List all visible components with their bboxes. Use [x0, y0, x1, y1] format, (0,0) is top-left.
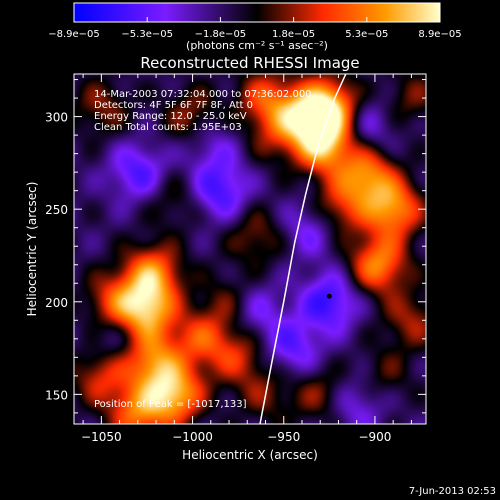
y-tick-label: 250 — [45, 203, 68, 217]
x-tick-label: −1050 — [81, 430, 122, 444]
x-tick-label: −950 — [267, 430, 300, 444]
y-axis-label: Heliocentric Y (arcsec) — [25, 182, 39, 317]
colorbar-tick-label: −5.3e−05 — [121, 29, 173, 40]
axis-ticks: −1050 −1000 −950 −900 150 200 250 300 — [45, 74, 426, 444]
annotation-clean-counts: Clean Total counts: 1.95E+03 — [94, 122, 242, 133]
x-tick-label: −900 — [358, 430, 391, 444]
footer-date: 7-Jun-2013 02:53 — [409, 486, 496, 497]
plot-frame — [73, 73, 427, 425]
centroid-marker — [326, 293, 332, 299]
y-tick-label: 200 — [45, 296, 68, 310]
y-tick-label: 300 — [45, 111, 68, 125]
annotation-detectors: Detectors: 4F 5F 6F 7F 8F, Att 0 — [94, 100, 253, 111]
annotation-energy-range: Energy Range: 12.0 - 25.0 keV — [94, 111, 247, 122]
colorbar-tick-label: 8.9e−05 — [418, 29, 461, 40]
colorbar-unit-label: (photons cm⁻² s⁻¹ asec⁻²) — [186, 39, 328, 52]
y-tick-label: 150 — [45, 388, 68, 402]
colorbar-ticks: −8.9e−05 −5.3e−05 −1.8e−05 1.8e−05 5.3e−05 8.… — [48, 17, 462, 40]
x-axis-label: Heliocentric X (arcsec) — [182, 448, 318, 462]
x-tick-label: −1000 — [172, 430, 213, 444]
colorbar-frame — [73, 2, 441, 23]
colorbar-tick-label: −1.8e−05 — [195, 29, 247, 40]
chart-title: Reconstructed RHESSI Image — [140, 54, 359, 72]
colorbar — [74, 3, 440, 22]
colorbar-tick-label: 1.8e−05 — [272, 29, 315, 40]
annotation-time-range: 14-Mar-2003 07:32:04.000 to 07:36:02.000 — [94, 89, 312, 100]
colorbar-tick-label: 5.3e−05 — [345, 29, 388, 40]
heatmap-image — [74, 74, 426, 424]
annotation-peak-position: Position of Peak = [-1017,133] — [94, 399, 247, 410]
solar-limb-line — [259, 74, 347, 424]
colorbar-tick-label: −8.9e−05 — [48, 29, 100, 40]
